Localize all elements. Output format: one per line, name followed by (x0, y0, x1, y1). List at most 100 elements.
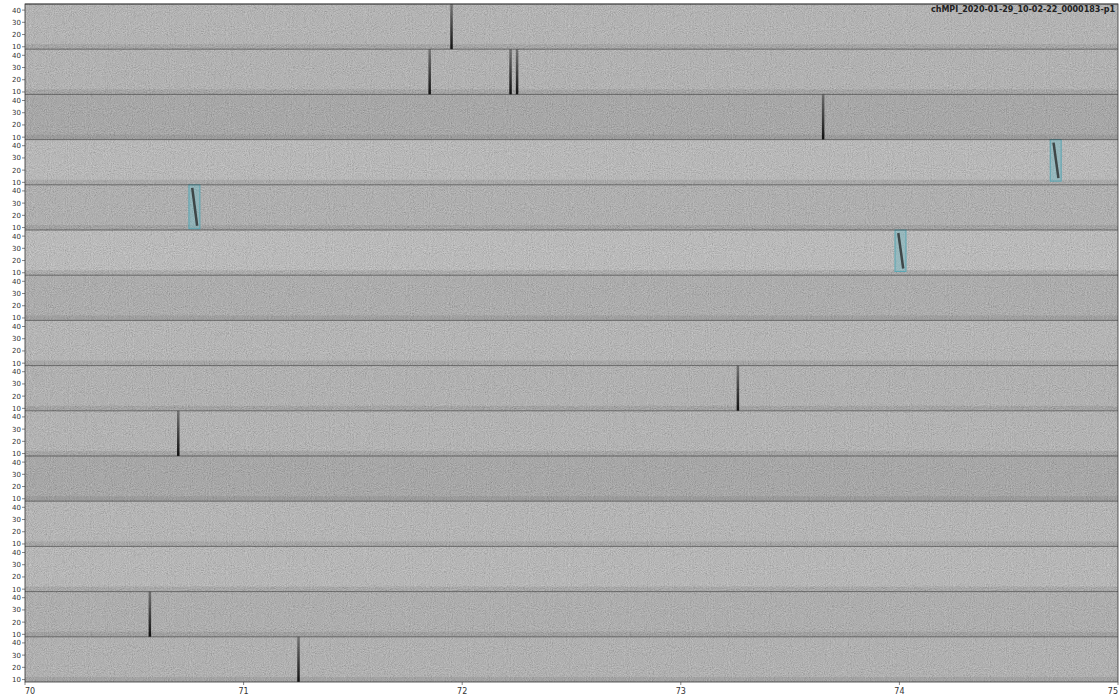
y-tick-label: 40 (12, 97, 21, 105)
detection-box[interactable] (895, 230, 906, 272)
y-tick (22, 157, 25, 158)
y-tick-label: 30 (12, 19, 21, 27)
y-tick (22, 46, 25, 47)
y-tick (22, 441, 25, 442)
y-tick-label: 10 (12, 540, 21, 548)
y-tick-label: 40 (12, 278, 21, 286)
detection-box[interactable] (189, 185, 200, 229)
y-tick (22, 272, 25, 273)
call-trace (898, 233, 903, 269)
y-tick-label: 10 (12, 269, 21, 277)
row-separator (25, 591, 1118, 592)
detection-box[interactable] (1050, 140, 1061, 182)
y-tick-label: 30 (12, 471, 21, 479)
y-tick (22, 55, 25, 56)
y-tick (22, 67, 25, 68)
row-separator (25, 410, 1118, 411)
y-tick-label: 30 (12, 290, 21, 298)
call-event (149, 592, 152, 637)
y-tick (22, 589, 25, 590)
y-tick (22, 326, 25, 327)
y-tick (22, 552, 25, 553)
y-tick (22, 543, 25, 544)
y-tick-label: 20 (12, 573, 21, 581)
y-tick (22, 429, 25, 430)
y-tick (22, 22, 25, 23)
y-tick-label: 10 (12, 88, 21, 96)
y-tick-label: 20 (12, 393, 21, 401)
y-tick (22, 34, 25, 35)
row-separator (25, 636, 1118, 637)
y-tick (22, 507, 25, 508)
y-tick (22, 124, 25, 125)
y-tick-label: 10 (12, 450, 21, 458)
y-tick (22, 281, 25, 282)
y-tick (22, 453, 25, 454)
x-tick (680, 682, 681, 685)
row-separator (25, 49, 1118, 50)
y-tick-label: 10 (12, 224, 21, 232)
y-tick-label: 30 (12, 64, 21, 72)
y-tick-label: 40 (12, 413, 21, 421)
plot-area (25, 4, 1118, 682)
x-tick (462, 682, 463, 685)
call-event (822, 94, 825, 139)
y-tick-label: 40 (12, 52, 21, 60)
call-event (297, 637, 300, 682)
y-tick (22, 79, 25, 80)
y-tick (22, 486, 25, 487)
x-tick-label: 70 (25, 687, 35, 696)
row-separator (25, 365, 1118, 366)
call-event (428, 49, 431, 94)
y-tick (22, 498, 25, 499)
y-tick-label: 10 (12, 360, 21, 368)
y-tick (22, 203, 25, 204)
y-tick-label: 30 (12, 652, 21, 660)
y-tick (22, 248, 25, 249)
x-tick (243, 682, 244, 685)
y-tick (22, 408, 25, 409)
y-tick-label: 10 (12, 676, 21, 684)
y-tick-label: 10 (12, 43, 21, 51)
y-tick-label: 20 (12, 347, 21, 355)
y-tick (22, 112, 25, 113)
y-tick-label: 40 (12, 368, 21, 376)
x-tick-label: 73 (676, 687, 686, 696)
x-tick-label: 74 (894, 687, 904, 696)
y-tick (22, 519, 25, 520)
y-tick (22, 597, 25, 598)
y-tick (22, 667, 25, 668)
y-tick-label: 30 (12, 606, 21, 614)
y-tick (22, 227, 25, 228)
y-tick (22, 396, 25, 397)
y-tick-label: 30 (12, 426, 21, 434)
y-tick-label: 30 (12, 200, 21, 208)
y-tick-label: 30 (12, 516, 21, 524)
y-tick (22, 305, 25, 306)
y-tick-label: 20 (12, 302, 21, 310)
y-tick (22, 350, 25, 351)
y-tick-label: 40 (12, 504, 21, 512)
row-separator (25, 94, 1118, 95)
call-trace (192, 188, 197, 226)
y-tick (22, 655, 25, 656)
y-tick-label: 40 (12, 187, 21, 195)
y-tick (22, 679, 25, 680)
y-tick (22, 190, 25, 191)
y-tick (22, 371, 25, 372)
y-tick-label: 20 (12, 76, 21, 84)
y-tick (22, 137, 25, 138)
y-tick-label: 30 (12, 335, 21, 343)
row-separator (25, 139, 1118, 140)
y-tick (22, 91, 25, 92)
plot-frame (25, 4, 1118, 682)
row-separator (25, 546, 1118, 547)
row-separator (25, 456, 1118, 457)
y-tick (22, 531, 25, 532)
y-tick (22, 363, 25, 364)
y-tick (22, 145, 25, 146)
y-tick-label: 40 (12, 7, 21, 15)
y-tick-label: 10 (12, 495, 21, 503)
y-tick (22, 100, 25, 101)
row-separator (25, 184, 1118, 185)
